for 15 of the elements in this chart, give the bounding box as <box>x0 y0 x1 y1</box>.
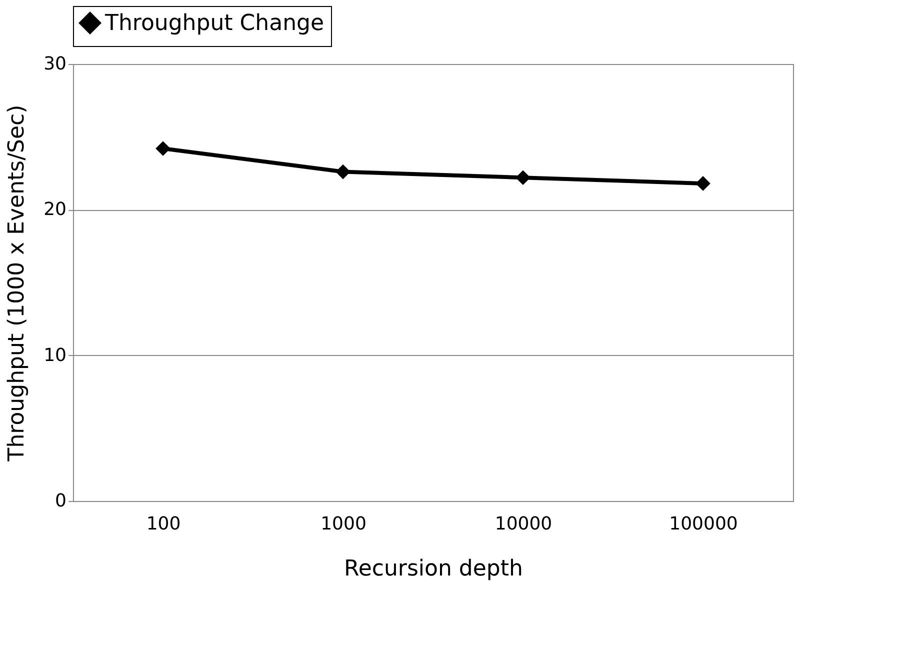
legend-label: Throughput Change <box>104 11 324 36</box>
y-tick-label: 30 <box>44 54 66 74</box>
x-axis-title: Recursion depth <box>344 556 523 582</box>
x-tick-label: 10000 <box>494 514 552 534</box>
point <box>516 170 530 186</box>
point <box>336 164 350 180</box>
x-tick-label: 100000 <box>669 514 738 534</box>
y-tick-label: 20 <box>44 199 66 220</box>
point <box>696 176 710 191</box>
x-tick-label: 1000 <box>320 514 366 534</box>
x-tick-label: 100 <box>146 514 181 534</box>
y-tick-label: 0 <box>55 490 66 512</box>
y-axis-title: Throughput (1000 x Events/Sec) <box>4 104 30 462</box>
y-tick-label: 10 <box>44 344 66 366</box>
point <box>156 141 170 156</box>
